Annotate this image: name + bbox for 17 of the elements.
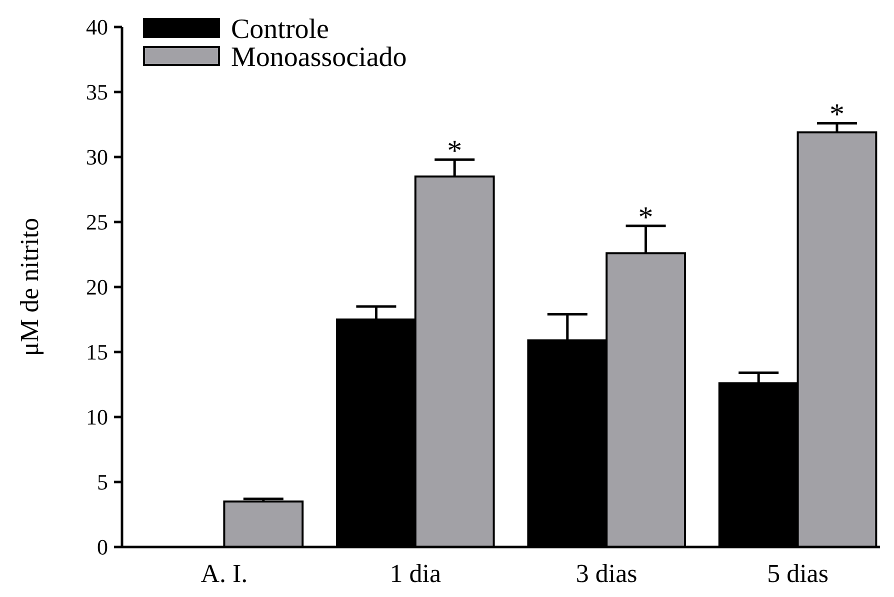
- y-tick-label: 40: [86, 14, 108, 40]
- x-tick-label: 1 dia: [390, 559, 442, 588]
- y-tick-label: 0: [97, 534, 108, 560]
- annotation: *: [447, 134, 462, 168]
- y-tick-label: 30: [86, 144, 108, 170]
- y-tick-label: 20: [86, 274, 108, 300]
- annotation: *: [829, 98, 844, 132]
- y-tick-label: 35: [86, 80, 108, 105]
- annotation: *: [638, 200, 654, 234]
- y-tick-label: 25: [86, 210, 108, 235]
- x-tick-label: 5 dias: [767, 559, 828, 588]
- y-tick-label: 5: [97, 470, 108, 495]
- y-tick-label: 15: [86, 340, 108, 365]
- y-tick-label: 10: [86, 404, 108, 430]
- x-tick-label: 3 dias: [576, 559, 638, 588]
- y-axis-title: μM de nitrito: [15, 218, 44, 356]
- x-tick-label: A. I.: [200, 559, 248, 588]
